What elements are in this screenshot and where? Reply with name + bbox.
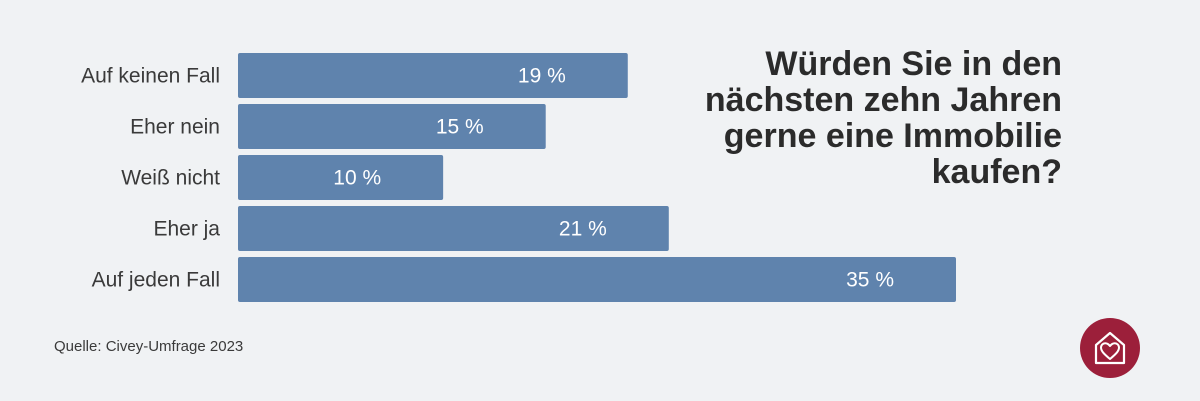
category-label: Weiß nicht [121,167,220,190]
bar [238,53,628,98]
bar [238,257,956,302]
bar [238,155,444,200]
category-label: Auf keinen Fall [81,65,220,88]
bar [238,104,546,149]
category-label: Eher nein [130,116,220,139]
chart-title: Würden Sie in den nächsten zehn Jahren g… [704,45,1062,191]
value-label: 21 % [559,218,607,241]
category-label: Auf jeden Fall [92,269,220,292]
bar [238,206,669,251]
value-label: 15 % [436,116,484,139]
value-label: 19 % [518,65,566,88]
bars-group: Auf keinen Fall 19 % Eher nein 15 % Weiß nic… [81,53,956,302]
value-label: 10 % [333,167,381,190]
source-note: Quelle: Civey-Umfrage 2023 [54,338,244,355]
house-heart-icon [1080,318,1140,378]
category-label: Eher ja [153,218,220,241]
value-label: 35 % [846,269,894,292]
